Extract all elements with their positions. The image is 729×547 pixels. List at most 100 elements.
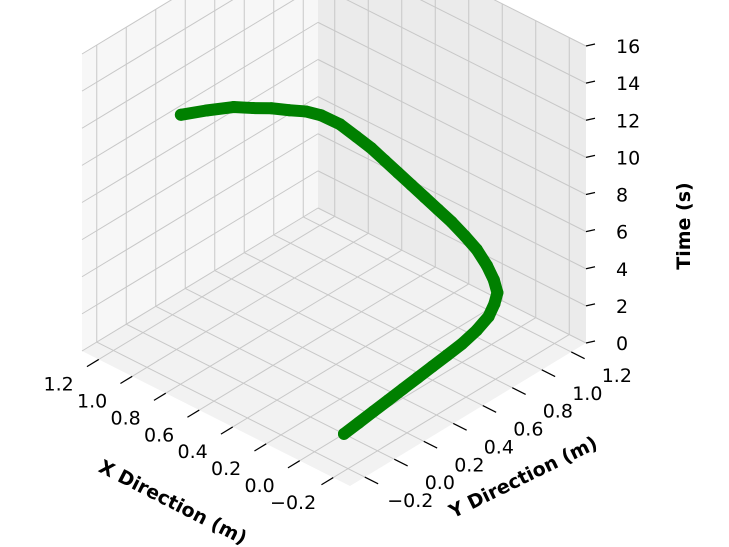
grid-x-floor — [232, 283, 470, 428]
grid-y-floor — [155, 305, 424, 442]
z-tick-mark — [585, 266, 596, 270]
trajectory-point — [445, 215, 458, 228]
trajectory-point — [338, 427, 350, 440]
trajectory-point — [378, 154, 391, 167]
grid-z-left — [81, 170, 319, 315]
trajectory-point — [470, 324, 483, 337]
trajectory-point — [299, 105, 312, 118]
x-tick-label: 0.4 — [178, 441, 208, 463]
grid-x-floor — [131, 232, 369, 377]
trajectory-series — [174, 101, 504, 440]
z-tick-label: 6 — [616, 222, 628, 244]
trajectory-point — [397, 382, 409, 395]
y-tick-mark — [482, 405, 497, 413]
z-tick-mark — [585, 117, 596, 121]
z-tick-label: 12 — [616, 110, 640, 132]
trajectory-point — [315, 109, 328, 122]
x-tick-label: 0.2 — [211, 458, 241, 480]
grid-z-left — [81, 21, 319, 166]
grid-lines — [81, 0, 587, 478]
grid-x-floor — [98, 216, 336, 360]
grid-z-right — [317, 207, 587, 344]
grid-z-right — [493, 0, 587, 47]
x-tick-mark — [86, 358, 100, 368]
x-tick-mark — [287, 460, 301, 469]
x-tick-label: 0.6 — [144, 424, 174, 446]
grid-x-floor — [332, 334, 570, 478]
z-axis-label: Time (s) — [673, 182, 695, 269]
trajectory-point — [391, 166, 404, 179]
grid-z-left — [81, 133, 319, 278]
trajectory-point — [367, 405, 380, 418]
axis-panes — [82, 0, 586, 486]
trajectory-point — [247, 102, 260, 115]
z-tick-mark — [585, 303, 596, 307]
grid-x-floor — [165, 249, 403, 394]
trajectory-point — [382, 394, 395, 407]
trajectory-point — [174, 108, 187, 121]
x-tick-mark — [153, 392, 167, 401]
y-tick-label: 0.6 — [513, 419, 543, 441]
trajectory-point — [482, 310, 495, 323]
z-tick-label: 8 — [616, 185, 628, 207]
x-tick-mark — [120, 375, 133, 384]
grid-z-left — [81, 96, 319, 241]
grid-z-left — [81, 0, 295, 129]
trajectory-point — [333, 118, 346, 131]
grid-x-floor — [198, 266, 436, 411]
y-tick-mark — [511, 387, 526, 395]
z-tick-mark — [585, 43, 596, 47]
z-tick-mark — [585, 154, 596, 158]
z-tick-label: 0 — [616, 333, 628, 355]
x-tick-label: 0.0 — [245, 475, 275, 497]
trajectory-point — [470, 243, 483, 256]
ticks: −0.20.00.20.40.60.81.01.2−0.20.00.20.40.… — [44, 36, 641, 514]
trajectory-point — [487, 273, 500, 286]
y-tick-label: 1.2 — [602, 365, 632, 387]
y-tick-label: 0.4 — [484, 436, 514, 458]
y-tick-mark — [393, 458, 408, 467]
grid-z-right — [317, 96, 587, 233]
y-tick-mark — [452, 422, 467, 431]
grid-z-right — [346, 0, 587, 121]
grid-y-floor — [185, 287, 454, 424]
y-tick-mark — [364, 476, 379, 485]
x-tick-mark — [187, 409, 200, 418]
trajectory-point — [458, 230, 471, 243]
grid-y-floor — [96, 341, 365, 478]
trajectory-point — [491, 286, 504, 299]
x-tick-label: 1.2 — [44, 374, 74, 396]
z-tick-mark — [585, 191, 596, 196]
grid-z-right — [317, 133, 587, 270]
trajectory-point — [365, 142, 378, 155]
x-tick-label: −0.2 — [270, 492, 316, 514]
y-tick-label: 0.0 — [425, 472, 455, 494]
grid-z-right — [317, 170, 587, 307]
z-tick-label: 4 — [616, 259, 628, 281]
trajectory-point — [350, 130, 363, 143]
x-tick-mark — [220, 426, 234, 435]
trajectory-point — [200, 104, 213, 117]
y-tick-label: 0.2 — [454, 454, 484, 476]
floor-pane — [82, 208, 586, 486]
trajectory-point — [352, 416, 365, 429]
grid-y-floor — [244, 252, 513, 389]
y-tick-mark — [541, 369, 556, 378]
grid-z-left — [81, 0, 173, 55]
trajectory-point — [418, 191, 431, 204]
grid-z-right — [317, 59, 587, 195]
z-tick-label: 16 — [616, 36, 640, 58]
z-tick-label: 10 — [616, 147, 640, 169]
trajectory-point — [441, 349, 454, 362]
grid-y-floor — [303, 216, 572, 353]
x-tick-label: 0.8 — [111, 407, 141, 429]
grid-z-left — [81, 0, 234, 92]
trajectory-point — [456, 337, 468, 350]
grid-y-floor — [214, 270, 483, 407]
trajectory-point — [480, 259, 493, 272]
z-tick-mark — [585, 340, 596, 344]
grid-z-left — [81, 207, 319, 352]
trajectory-point — [405, 179, 418, 192]
z-tick-mark — [585, 229, 596, 233]
grid-z-right — [317, 21, 587, 158]
